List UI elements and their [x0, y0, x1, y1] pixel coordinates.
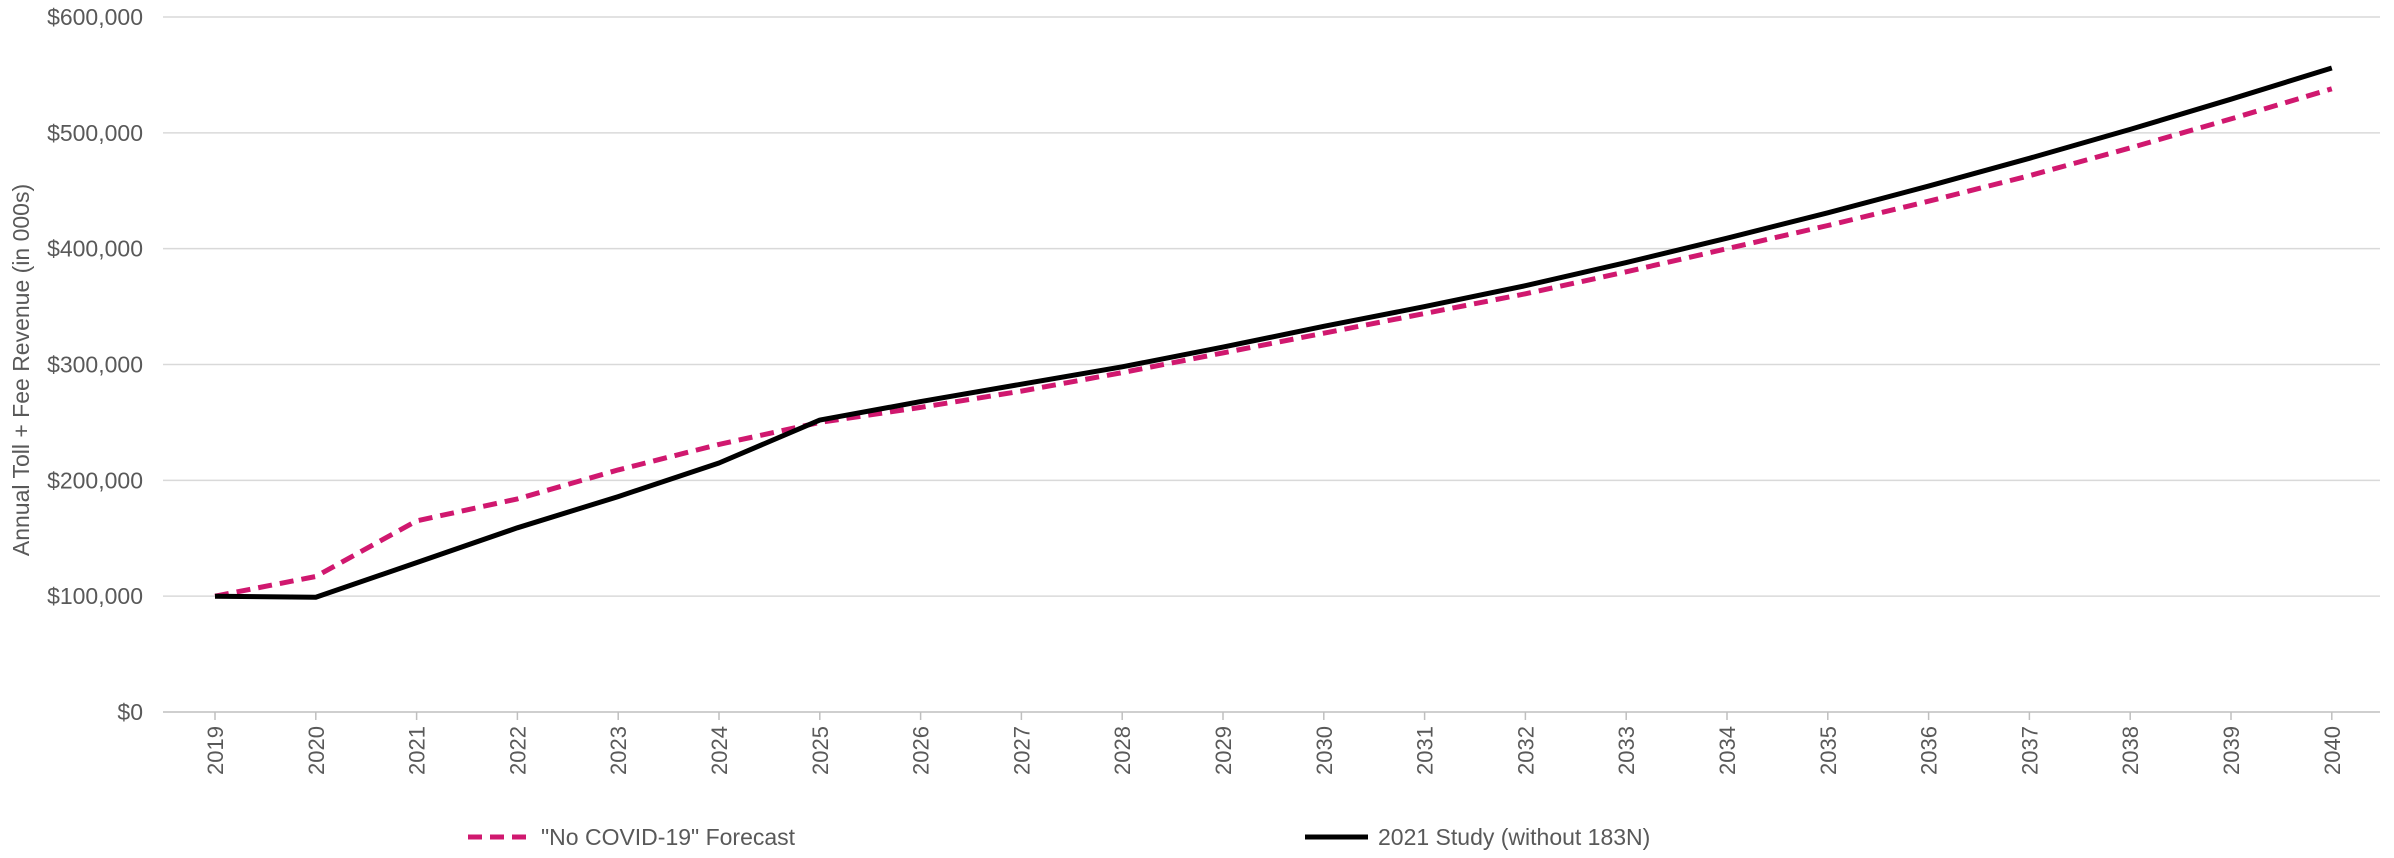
x-tick-label: 2036 — [1917, 726, 1942, 775]
x-tick-label: 2028 — [1110, 726, 1135, 775]
legend-label: "No COVID-19" Forecast — [541, 824, 796, 850]
x-axis-ticks: 2019 2020 2021 2022 2023 2024 2025 2026 2027 2028… — [203, 712, 2345, 775]
y-tick-label: $600,000 — [47, 4, 143, 30]
x-tick-label: 2040 — [2320, 726, 2345, 775]
gridlines — [163, 17, 2380, 712]
x-tick-label: 2030 — [1312, 726, 1337, 775]
x-tick-label: 2019 — [203, 726, 228, 775]
x-tick-label: 2029 — [1211, 726, 1236, 775]
x-tick-label: 2034 — [1715, 726, 1740, 775]
x-tick-label: 2037 — [2017, 726, 2042, 775]
y-tick-label: $400,000 — [47, 236, 143, 262]
legend: "No COVID-19" Forecast 2021 Study (withou… — [468, 824, 1650, 850]
x-tick-label: 2026 — [909, 726, 934, 775]
x-tick-label: 2020 — [304, 726, 329, 775]
x-tick-label: 2035 — [1816, 726, 1841, 775]
x-tick-label: 2022 — [505, 726, 530, 775]
series-lines — [215, 68, 2332, 598]
x-tick-label: 2031 — [1413, 726, 1438, 775]
x-tick-label: 2039 — [2219, 726, 2244, 775]
x-tick-label: 2033 — [1614, 726, 1639, 775]
y-axis-label: Annual Toll + Fee Revenue (in 000s) — [8, 184, 34, 556]
y-tick-label: $200,000 — [47, 467, 143, 493]
y-tick-label: $100,000 — [47, 583, 143, 609]
y-tick-label: $500,000 — [47, 120, 143, 146]
series-line-2 — [215, 68, 2332, 597]
y-axis-ticks: $0 $100,000 $200,000 $300,000 $400,000 $500,0… — [47, 4, 143, 725]
x-tick-label: 2024 — [707, 726, 732, 775]
x-tick-label: 2021 — [405, 726, 430, 775]
y-tick-label: $0 — [117, 699, 143, 725]
x-tick-label: 2032 — [1513, 726, 1538, 775]
series-2-points — [215, 68, 2332, 598]
x-tick-label: 2027 — [1009, 726, 1034, 775]
x-tick-label: 2038 — [2118, 726, 2143, 775]
x-tick-label: 2025 — [808, 726, 833, 775]
x-tick-label: 2023 — [606, 726, 631, 775]
legend-label: 2021 Study (without 183N) — [1378, 824, 1650, 850]
y-tick-label: $300,000 — [47, 352, 143, 378]
